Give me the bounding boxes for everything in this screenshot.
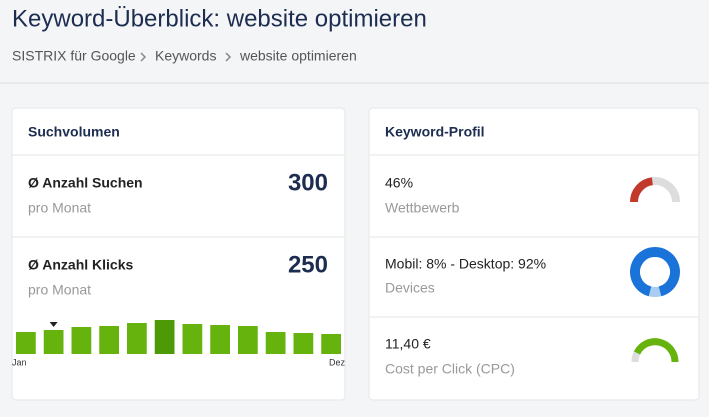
competition-gauge-rest — [651, 177, 680, 203]
competition-gauge — [630, 177, 654, 203]
bar — [293, 333, 314, 354]
card — [11, 107, 346, 401]
metric-sub: pro Monat — [28, 282, 91, 298]
cpc-gauge-bg — [631, 351, 641, 363]
competition-value: 46% — [385, 175, 413, 191]
metric-value: 250 — [288, 251, 328, 278]
cpc-gauge — [633, 338, 679, 363]
cpc-caption: Cost per Click (CPC) — [385, 361, 515, 377]
bar — [99, 326, 119, 354]
card — [368, 107, 700, 401]
devices-value: Mobil: 8% - Desktop: 92% — [385, 256, 546, 272]
bar — [265, 332, 286, 354]
bar — [238, 326, 258, 354]
devices-desktop — [630, 247, 680, 297]
x-tick-label: Jan — [12, 357, 27, 367]
x-tick-label: Dez — [329, 357, 346, 367]
current-marker — [49, 322, 58, 327]
bar — [154, 320, 175, 354]
cpc-value: 11,40 € — [385, 336, 431, 352]
breadcrumb-item[interactable]: SISTRIX für Google — [12, 48, 136, 64]
metric-sub: pro Monat — [28, 200, 91, 216]
bar — [127, 323, 147, 354]
chevron — [140, 52, 147, 62]
devices-mobile — [648, 286, 662, 297]
bar — [321, 334, 341, 354]
metric-value: 300 — [288, 169, 328, 196]
bar — [16, 332, 36, 354]
bar — [210, 325, 230, 354]
competition-caption: Wettbewerb — [385, 200, 460, 216]
bar — [43, 330, 64, 354]
devices-caption: Devices — [385, 280, 435, 296]
chevron — [225, 52, 232, 62]
metric-label: Ø Anzahl Suchen — [28, 175, 143, 191]
bar — [182, 324, 203, 354]
card-title: Suchvolumen — [28, 124, 120, 140]
metric-label: Ø Anzahl Klicks — [28, 257, 134, 273]
card-title: Keyword-Profil — [385, 124, 485, 140]
breadcrumb-item: website optimieren — [239, 48, 357, 64]
page-title: Keyword-Überblick: website optimieren — [12, 5, 427, 32]
bar — [71, 327, 92, 354]
breadcrumb-item[interactable]: Keywords — [155, 48, 216, 64]
